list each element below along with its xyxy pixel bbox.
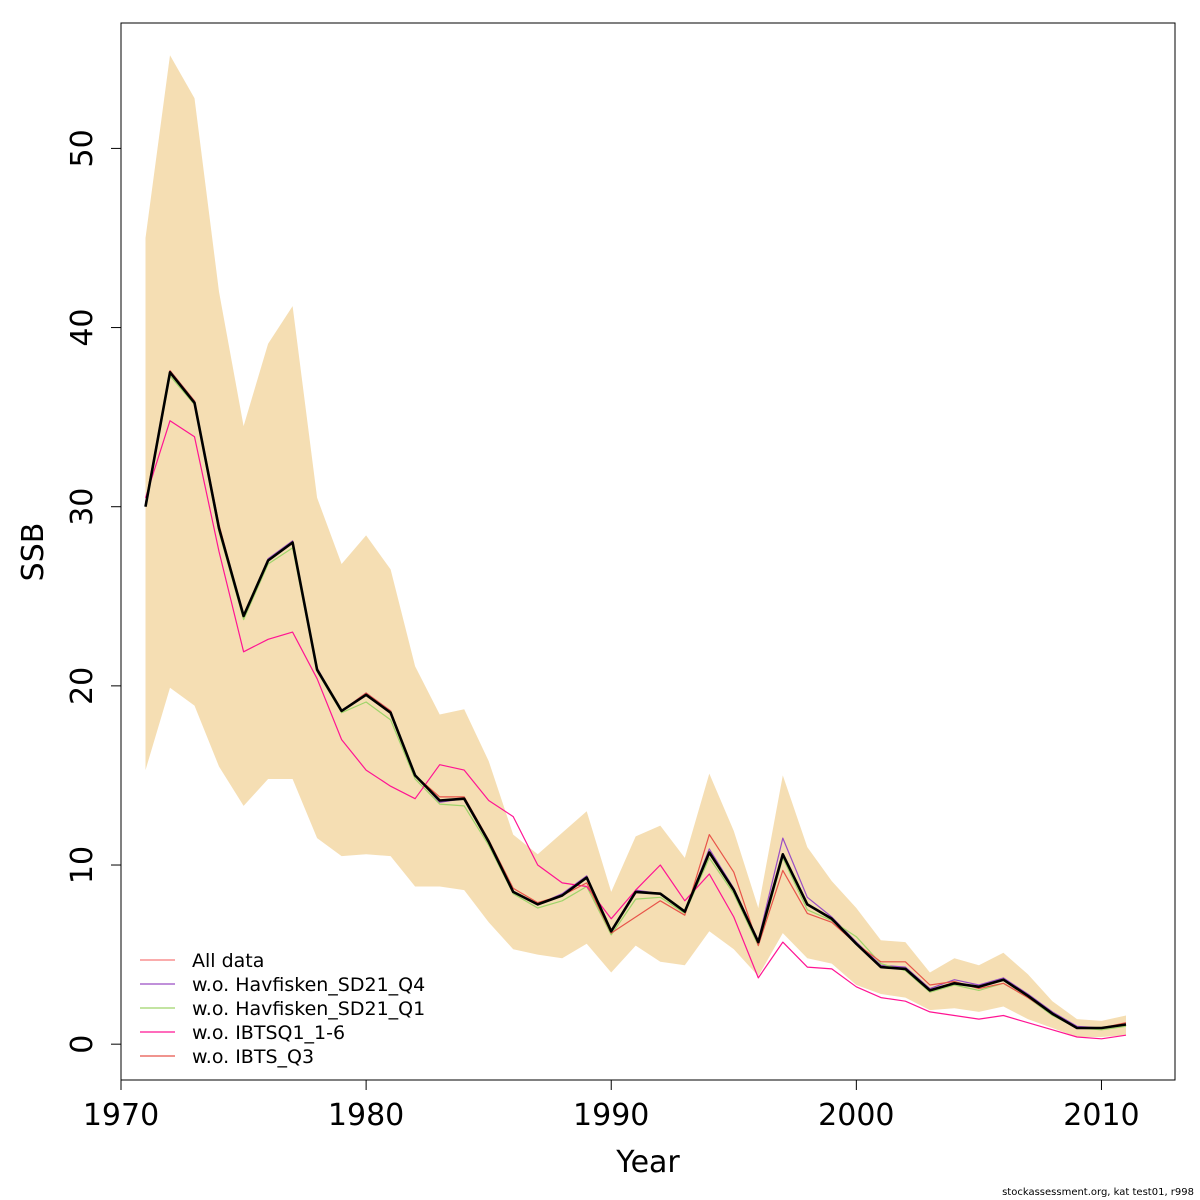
y-axis: 0 10 20 30 40 50 (65, 129, 122, 1054)
y-tick-label: 20 (65, 667, 100, 705)
legend-entry: w.o. IBTSQ1_1-6 (192, 1022, 345, 1044)
legend-entry: w.o. IBTS_Q3 (192, 1046, 314, 1068)
x-tick-label: 1980 (328, 1098, 404, 1133)
x-tick-label: 1970 (83, 1098, 159, 1133)
legend-entry: w.o. Havfisken_SD21_Q4 (192, 974, 425, 996)
confidence-band (145, 55, 1126, 1037)
series-line-3 (144, 420, 1127, 1040)
y-tick-label: 0 (65, 1035, 100, 1054)
x-tick-label: 2010 (1063, 1098, 1139, 1133)
legend-entry: All data (192, 950, 264, 972)
y-axis-title: SSB (16, 523, 51, 582)
series-line-5 (144, 370, 1127, 1030)
footer-credit: stockassessment.org, kat test01, r998 (1002, 1187, 1194, 1198)
x-tick-label: 1990 (573, 1098, 649, 1133)
y-tick-label: 10 (65, 846, 100, 884)
x-axis-title: Year (615, 1145, 680, 1180)
y-tick-label: 40 (65, 308, 100, 346)
y-tick-label: 50 (65, 129, 100, 167)
y-tick-label: 30 (65, 488, 100, 526)
legend-entry: w.o. Havfisken_SD21_Q1 (192, 998, 425, 1020)
x-tick-label: 2000 (818, 1098, 894, 1133)
x-axis: 1970 1980 1990 2000 2010 (83, 1079, 1140, 1133)
